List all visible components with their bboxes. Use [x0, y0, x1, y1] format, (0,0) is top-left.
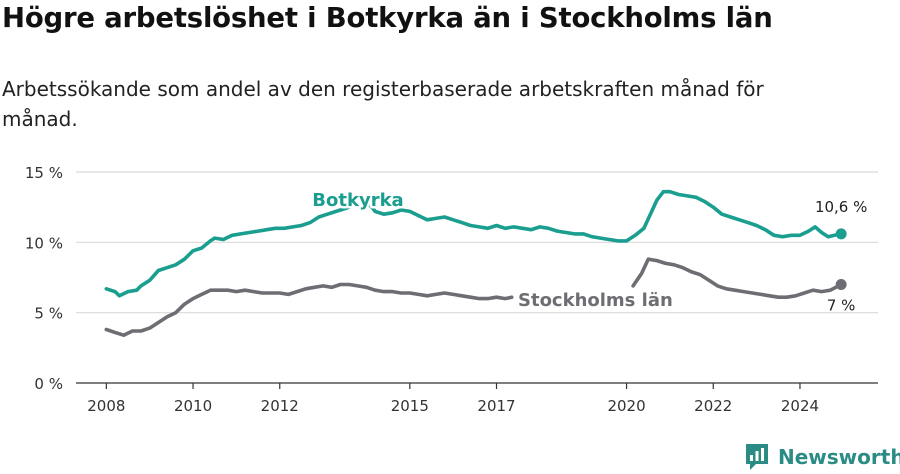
x-tick-label: 2010: [174, 397, 212, 415]
x-tick-label: 2017: [477, 397, 515, 415]
series-label: Botkyrka: [312, 190, 403, 211]
x-tick-label: 2012: [261, 397, 299, 415]
y-tick-label: 10 %: [25, 234, 63, 252]
series-end-label: 7 %: [827, 297, 856, 315]
series-line-botkyrka: [104, 189, 843, 298]
x-tick-label: 2024: [781, 397, 819, 415]
series-end-point: [835, 228, 847, 240]
chart-subtitle: Arbetssökande som andel av den registerb…: [2, 77, 764, 131]
x-tick-label: 2022: [694, 397, 732, 415]
series-end-label: 10,6 %: [815, 198, 867, 216]
series-line-stockholm: [631, 257, 843, 299]
y-tick-label: 15 %: [25, 164, 63, 182]
series-line-stockholm: [104, 282, 514, 337]
x-tick-label: 2015: [391, 397, 429, 415]
series-end-point: [835, 279, 847, 291]
newsworthy-logo-icon: [746, 444, 768, 470]
x-tick-label: 2008: [87, 397, 125, 415]
y-tick-label: 0 %: [34, 375, 63, 393]
brand-name: Newsworthy: [778, 445, 900, 469]
x-tick-label: 2020: [607, 397, 645, 415]
brand-logo: Newsworthy: [744, 440, 900, 474]
series-label: Stockholms län: [518, 290, 673, 311]
chart-title: Högre arbetslöshet i Botkyrka än i Stock…: [2, 2, 773, 34]
y-tick-label: 5 %: [34, 305, 63, 323]
